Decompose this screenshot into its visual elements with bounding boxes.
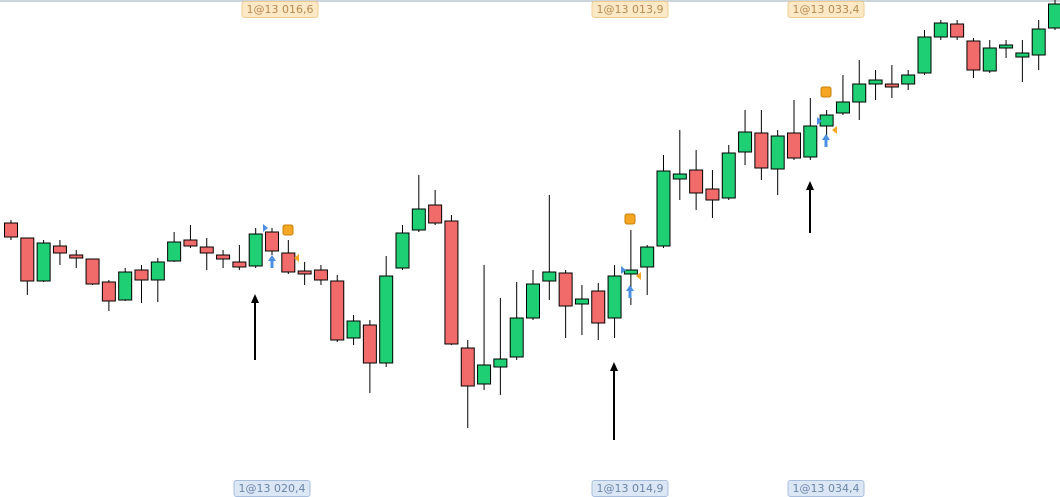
candle-body xyxy=(85,258,100,285)
candle-body xyxy=(248,233,263,267)
candle-body xyxy=(346,320,361,339)
candle-body xyxy=(705,188,720,201)
price-tag: 1@13 034,4 xyxy=(787,480,865,497)
candle-body xyxy=(623,269,638,275)
candle-body xyxy=(526,283,540,319)
candle-body xyxy=(738,131,753,153)
candle-body xyxy=(297,270,312,275)
candle-body xyxy=(199,246,214,254)
candle-body xyxy=(672,173,687,180)
candle-body xyxy=(884,83,899,88)
candle-body xyxy=(835,101,850,114)
candle-body xyxy=(689,169,704,194)
candle-body xyxy=(118,271,133,301)
price-tag: 1@13 020,4 xyxy=(233,480,311,497)
candle-body xyxy=(950,23,965,38)
price-tag: 1@13 033,4 xyxy=(787,1,865,18)
candle-body xyxy=(134,269,149,281)
candle-body xyxy=(1048,3,1060,29)
candle-body xyxy=(1031,28,1046,56)
candle-body xyxy=(183,239,198,247)
candle-body xyxy=(787,132,801,159)
candles xyxy=(4,0,1060,428)
candle-body xyxy=(150,261,165,281)
candle-body xyxy=(362,324,377,364)
candle-body xyxy=(656,170,671,247)
signal-markers xyxy=(263,86,837,298)
candle-body xyxy=(558,272,573,307)
candle-body xyxy=(330,280,345,341)
candle-body xyxy=(852,83,867,103)
candle-body xyxy=(36,242,51,282)
candle-body xyxy=(411,208,426,231)
candle-body xyxy=(770,135,785,170)
price-tag: 1@13 016,6 xyxy=(241,1,319,18)
price-tag: 1@13 014,9 xyxy=(591,480,669,497)
annotation-arrows xyxy=(251,181,814,440)
candle-body xyxy=(477,364,492,385)
candle-body xyxy=(868,79,883,85)
candle-body xyxy=(901,74,916,85)
candle-body xyxy=(52,245,67,254)
candle-body xyxy=(232,261,247,268)
candle-body xyxy=(640,246,655,268)
price-tag: 1@13 013,9 xyxy=(591,1,669,18)
candle-body xyxy=(933,22,948,38)
candle-body xyxy=(428,204,443,224)
candle-body xyxy=(4,222,18,238)
candle-body xyxy=(966,40,981,71)
candle-body xyxy=(379,275,394,364)
candle-body xyxy=(1015,52,1030,58)
candle-body xyxy=(101,281,116,302)
candle-body xyxy=(574,298,589,305)
candle-body xyxy=(313,269,328,281)
candle-body xyxy=(591,290,606,324)
candle-body xyxy=(493,358,508,368)
candle-body xyxy=(460,347,475,387)
candle-body xyxy=(265,231,279,252)
candle-body xyxy=(281,252,296,273)
candle-body xyxy=(754,132,769,169)
candle-body xyxy=(819,114,834,127)
candle-body xyxy=(395,232,410,269)
candle-body xyxy=(607,275,622,319)
candle-body xyxy=(917,36,932,74)
candle-body xyxy=(69,254,84,259)
candle-body xyxy=(542,271,557,282)
candle-body xyxy=(803,125,818,158)
candle-body xyxy=(444,220,459,345)
candle-body xyxy=(999,44,1014,49)
candle-body xyxy=(167,241,182,262)
candle-body xyxy=(982,47,997,72)
candle-body xyxy=(509,317,524,358)
candle-body xyxy=(216,254,231,260)
candle-body xyxy=(721,152,736,199)
candle-body xyxy=(20,237,35,282)
